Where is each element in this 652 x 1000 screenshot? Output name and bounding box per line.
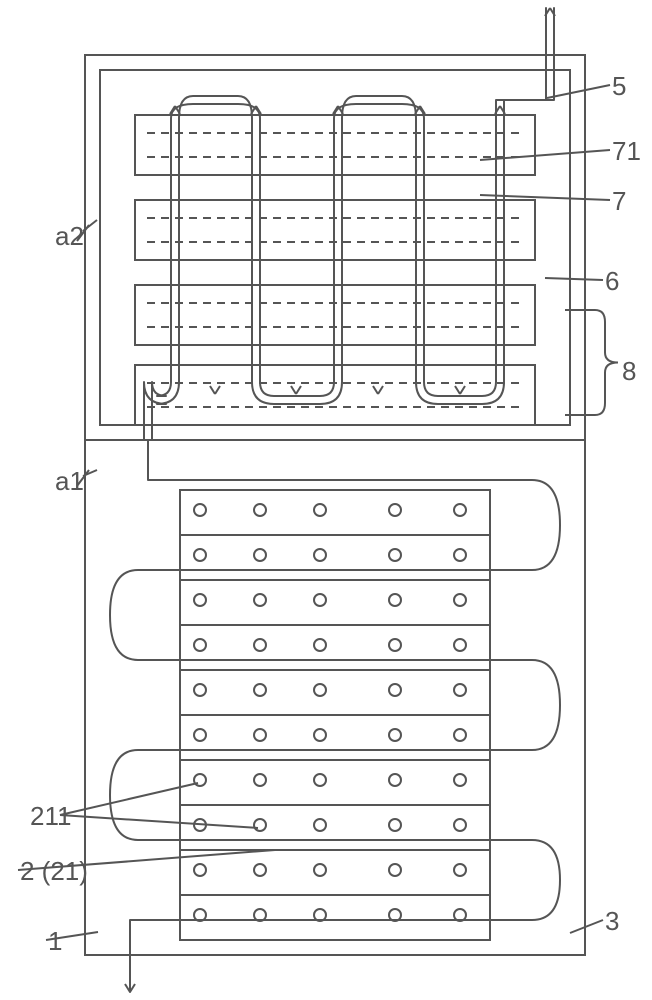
label-221: 2 (21) [20, 856, 88, 887]
label-a1: a1 [55, 466, 84, 497]
label-8: 8 [622, 356, 636, 387]
label-a2: a2 [55, 221, 84, 252]
label-5: 5 [612, 71, 626, 102]
label-211: 211 [30, 801, 71, 832]
label-7: 7 [612, 186, 626, 217]
label-3: 3 [605, 906, 619, 937]
label-71: 71 [612, 136, 641, 167]
diagram-canvas: 5 71 7 6 8 3 1 211 2 (21) a1 a2 [0, 0, 652, 1000]
diagram-svg [0, 0, 652, 1000]
label-1: 1 [48, 926, 62, 957]
label-6: 6 [605, 266, 619, 297]
